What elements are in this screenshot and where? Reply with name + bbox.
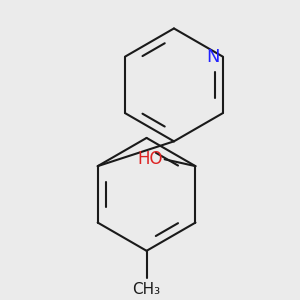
Text: CH₃: CH₃: [133, 282, 160, 297]
Text: HO: HO: [137, 150, 163, 168]
Text: N: N: [206, 48, 219, 66]
